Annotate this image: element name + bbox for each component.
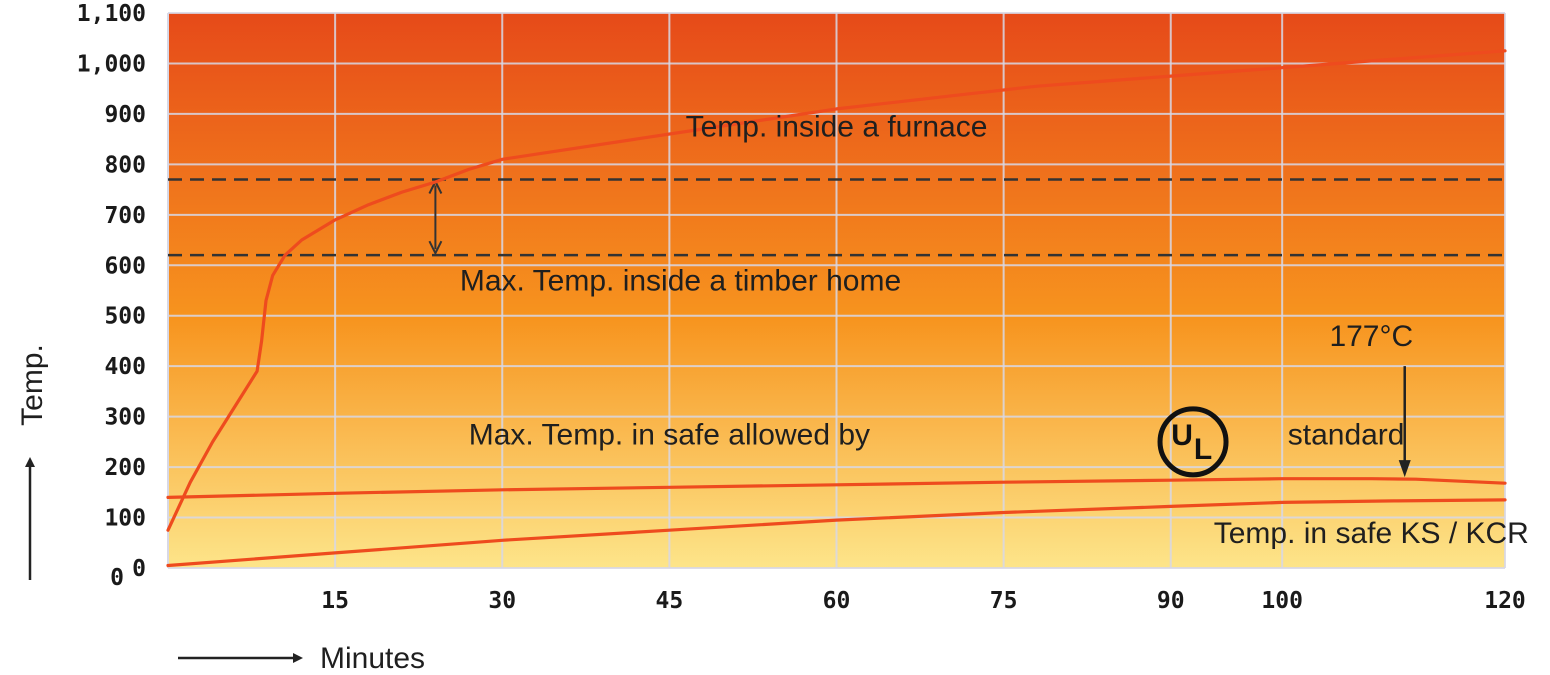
series-line-2: [166, 477, 1507, 499]
ul-logo-letter-u: U: [1171, 419, 1193, 452]
annotation-5: 177°C: [1329, 320, 1413, 353]
x-tick-labels: 15 30 45 60 75 90 100 120 0: [110, 565, 1526, 614]
x-tick-label: 120: [1484, 588, 1526, 614]
pointer-177-arrow-head: [1398, 460, 1411, 478]
y-tick-label: 100: [104, 506, 146, 532]
annotation-1: Temp. inside a furnace: [686, 111, 988, 144]
y-tick-label: 900: [104, 102, 146, 128]
y-tick-label: 700: [104, 203, 146, 229]
series-line-3: [166, 498, 1507, 568]
annotation-3: Max. Temp. in safe allowed by: [469, 418, 870, 451]
annotation-4: standard: [1288, 418, 1405, 451]
x-tick-label: 75: [990, 588, 1018, 614]
x-tick-label: 60: [823, 588, 851, 614]
y-tick-label: 200: [104, 455, 146, 481]
annotation-2: Max. Temp. inside a timber home: [460, 265, 901, 298]
y-axis-label: Temp.: [16, 344, 49, 426]
y-tick-label: 600: [104, 253, 146, 279]
annotation-6: Temp. in safe KS / KCR: [1214, 517, 1529, 550]
x-tick-label: 45: [656, 588, 684, 614]
band-arrow-head-bottom: [428, 240, 443, 256]
y-tick-label: 0: [132, 556, 146, 582]
y-tick-label: 1,100: [77, 1, 146, 27]
origin-label: 0: [110, 565, 124, 591]
x-axis-label: Minutes: [320, 642, 425, 675]
y-tick-labels: 0 100 200 300 400 500 600 700 800 900 1,000 1,100: [77, 1, 146, 582]
ul-logo-letter-l: L: [1194, 433, 1212, 466]
x-tick-label: 100: [1261, 588, 1303, 614]
grid: [167, 12, 1506, 569]
x-tick-label: 90: [1157, 588, 1185, 614]
series-lines: [166, 49, 1507, 568]
y-tick-label: 500: [104, 304, 146, 330]
y-tick-label: 300: [104, 405, 146, 431]
y-tick-label: 1,000: [77, 51, 146, 77]
y-tick-label: 800: [104, 152, 146, 178]
x-tick-label: 30: [488, 588, 516, 614]
y-tick-label: 400: [104, 354, 146, 380]
series-line-1: [166, 49, 1507, 532]
x-tick-label: 15: [321, 588, 349, 614]
ul-logo-icon: [1157, 406, 1229, 478]
annotations: Temp. inside a furnace Max. Temp. inside …: [460, 111, 1529, 550]
